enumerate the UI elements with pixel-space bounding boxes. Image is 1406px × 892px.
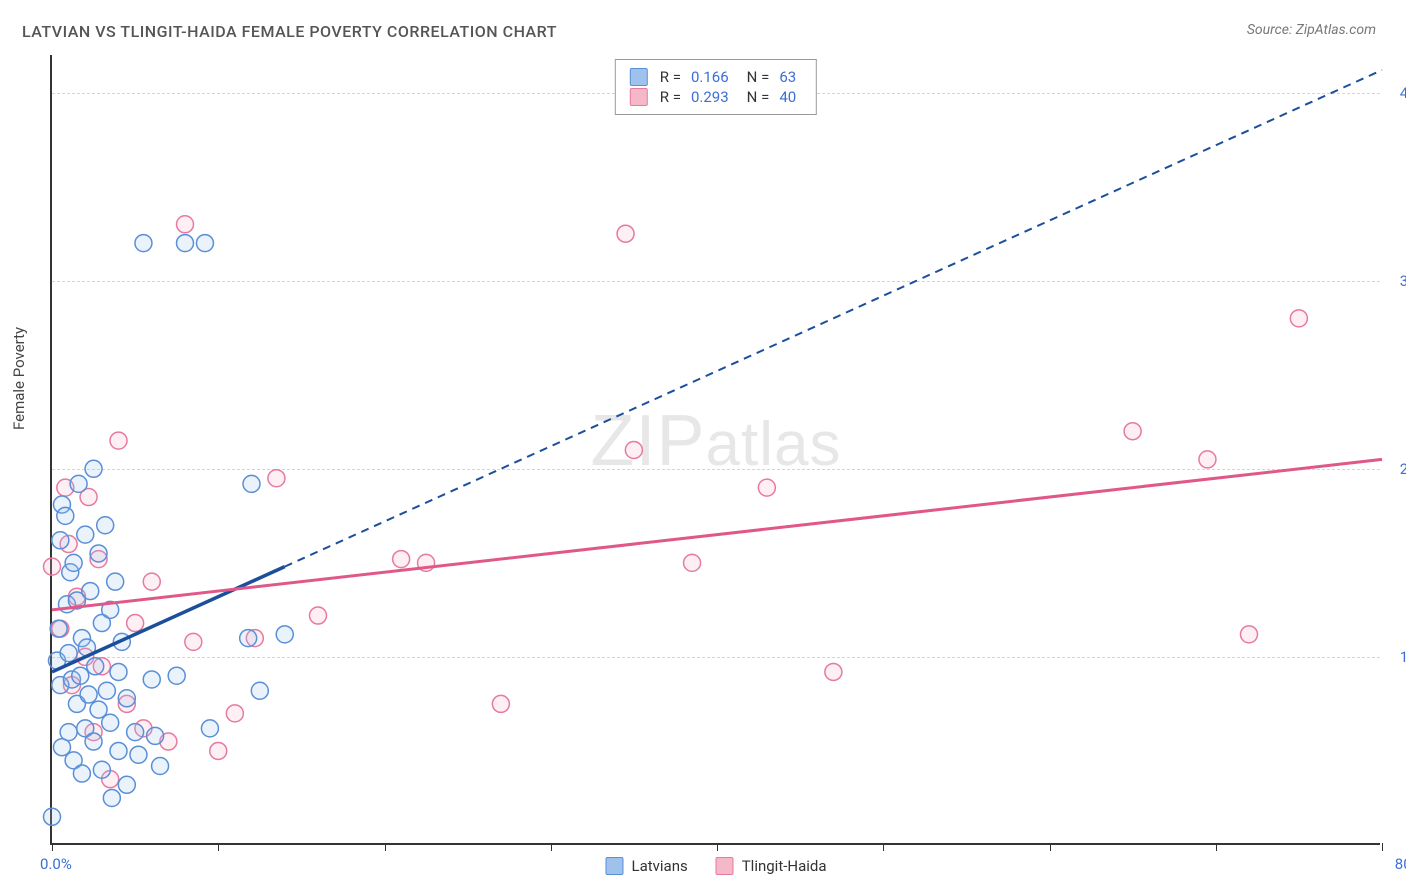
series-legend: Latvians Tlingit-Haida	[605, 857, 826, 875]
scatter-chart	[52, 55, 1382, 845]
n-label: N =	[747, 88, 770, 106]
r-value-tlingit: 0.293	[691, 88, 729, 106]
swatch-latvians	[630, 68, 648, 86]
correlation-legend: R = 0.166 N = 63 R = 0.293 N = 40	[615, 59, 817, 115]
legend-item-tlingit: Tlingit-Haida	[716, 857, 827, 875]
plot-area: ZIPatlas 10.0%20.0%30.0%40.0% R = 0.166 …	[50, 55, 1380, 845]
swatch-latvians-icon	[605, 857, 623, 875]
legend-row-latvians: R = 0.166 N = 63	[630, 68, 802, 86]
legend-item-latvians: Latvians	[605, 857, 687, 875]
n-value-latvians: 63	[779, 68, 796, 86]
legend-row-tlingit: R = 0.293 N = 40	[630, 88, 802, 106]
r-label: R =	[660, 68, 681, 86]
r-value-latvians: 0.166	[691, 68, 729, 86]
y-axis-label: Female Poverty	[10, 327, 28, 430]
n-value-tlingit: 40	[779, 88, 796, 106]
y-tick-label: 10.0%	[1400, 648, 1406, 666]
y-tick-label: 40.0%	[1400, 84, 1406, 102]
source-label: Source: ZipAtlas.com	[1247, 22, 1376, 38]
y-tick-label: 30.0%	[1400, 272, 1406, 290]
legend-label-tlingit: Tlingit-Haida	[742, 857, 827, 875]
x-axis-max-label: 80.0%	[1395, 855, 1406, 873]
swatch-tlingit	[630, 88, 648, 106]
legend-label-latvians: Latvians	[631, 857, 687, 875]
y-tick-label: 20.0%	[1400, 460, 1406, 478]
x-axis-min-label: 0.0%	[40, 855, 72, 873]
chart-title: LATVIAN VS TLINGIT-HAIDA FEMALE POVERTY …	[22, 22, 557, 41]
n-label: N =	[747, 68, 770, 86]
swatch-tlingit-icon	[716, 857, 734, 875]
r-label: R =	[660, 88, 681, 106]
